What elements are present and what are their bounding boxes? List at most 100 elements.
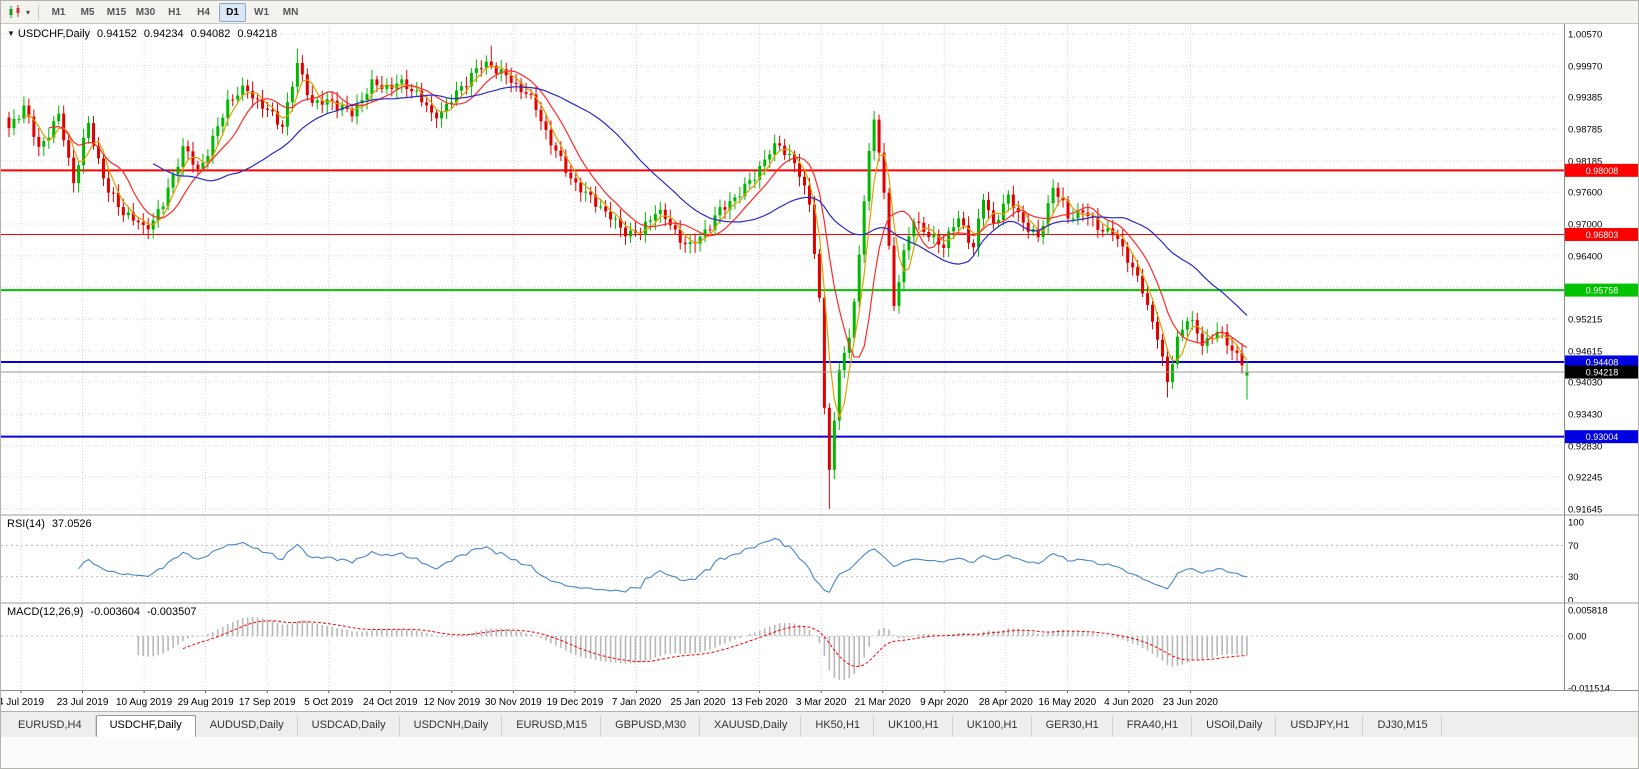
chart-tab-eurusd-h4[interactable]: EURUSD,H4 [4, 715, 96, 737]
candle-body [12, 118, 16, 129]
chart-title: ▼ USDCHF,Daily 0.94152 0.94234 0.94082 0.9421… [7, 28, 284, 40]
candle-body [191, 151, 195, 165]
current-price-tag-label: 0.94218 [1586, 368, 1619, 378]
panel-splitter[interactable] [1, 514, 1639, 516]
candle-body [320, 100, 324, 105]
timeframe-button-m30[interactable]: M30 [135, 6, 156, 18]
candle-body [1180, 329, 1184, 337]
chart-tab-eurusd-m15[interactable]: EURUSD,M15 [502, 715, 602, 737]
candle-body [683, 242, 687, 245]
candle-body [793, 153, 797, 164]
chart-tab-ger30-h1[interactable]: GER30,H1 [1032, 715, 1113, 737]
candle-body [877, 119, 881, 153]
timeframe-button-m1[interactable]: M1 [51, 6, 66, 18]
chart-tab-gbpusd-m30[interactable]: GBPUSD,M30 [601, 715, 701, 737]
candle-body [678, 229, 682, 243]
price-scale-label: 0.96400 [1568, 251, 1602, 262]
price-scale-label: 0.99970 [1568, 61, 1602, 72]
candle-body [156, 209, 160, 221]
timeframe-button-mn[interactable]: MN [282, 6, 299, 18]
price-scale-label: 0.92245 [1568, 473, 1602, 484]
timeframe-button-m15[interactable]: M15 [106, 6, 127, 18]
timeframe-button-h1[interactable]: H1 [168, 6, 181, 18]
chart-tab-fra40-h1[interactable]: FRA40,H1 [1113, 715, 1193, 737]
chart-tab-usdjpy-h1[interactable]: USDJPY,H1 [1276, 715, 1364, 737]
candle-body [569, 172, 573, 179]
macd-main-value: -0.003604 [90, 606, 140, 618]
rsi-line [78, 537, 1248, 593]
chart-tab-dj30-m15[interactable]: DJ30,M15 [1363, 715, 1442, 737]
candle-body [181, 146, 185, 167]
timeframe-button-h4[interactable]: H4 [197, 6, 210, 18]
candle-body [514, 82, 518, 84]
candle-body [474, 68, 478, 73]
candle-body [290, 86, 294, 103]
price-scale-label: 0.95215 [1568, 315, 1602, 326]
chart-tab-usdcnh-daily[interactable]: USDCNH,Daily [400, 715, 503, 737]
candle-body [126, 212, 130, 216]
chart-tab-usdcad-daily[interactable]: USDCAD,Daily [298, 715, 400, 737]
candle-body [1006, 194, 1010, 204]
candle-body [410, 89, 414, 92]
collapse-triangle-icon[interactable]: ▼ [7, 29, 15, 38]
candle-body [246, 85, 250, 91]
date-label: 21 Mar 2020 [855, 697, 912, 708]
candle-body [1235, 350, 1239, 353]
price-level-tag-label: 0.96803 [1586, 230, 1619, 240]
candle-body [1225, 332, 1229, 346]
candle-body [837, 370, 841, 421]
candle-body [1021, 212, 1025, 223]
candle-body [106, 178, 110, 193]
chart-tab-usdchf-daily[interactable]: USDCHF,Daily [95, 715, 196, 737]
chart-tab-bar: EURUSD,H4 USDCHF,Daily AUDUSD,Daily USDCAD,… [1, 711, 1638, 737]
candle-body [375, 79, 379, 86]
chart-tab-hk50-h1[interactable]: HK50,H1 [801, 715, 875, 737]
candle-body [161, 206, 165, 210]
ohlc-high: 0.94234 [143, 28, 184, 40]
candle-body [703, 229, 707, 237]
candle-body [753, 179, 757, 181]
date-label: 17 Sep 2019 [239, 697, 296, 708]
candle-body [897, 282, 901, 306]
date-label: 24 Oct 2019 [363, 697, 418, 708]
date-label: 5 Oct 2019 [304, 697, 353, 708]
candle-body [653, 213, 657, 221]
timeframe-button-d1[interactable]: D1 [219, 2, 247, 22]
panel-splitter[interactable] [1, 602, 1639, 604]
candle-body [643, 221, 647, 236]
chart-tab-usoil-daily[interactable]: USOil,Daily [1192, 715, 1277, 737]
candle-body [609, 211, 613, 220]
candle-body [464, 86, 468, 88]
candle-body [1205, 338, 1209, 346]
candle-body [211, 135, 215, 156]
rsi-scale-label: 70 [1568, 541, 1579, 552]
ohlc-close: 0.94218 [237, 28, 278, 40]
toolbar: ▾ M1 M5 M15 M30 H1 H4 D1 W1 MN [1, 1, 1638, 24]
candle-body [1071, 218, 1075, 220]
candle-body [1156, 321, 1160, 340]
chart-tab-uk100-h1[interactable]: UK100,H1 [874, 715, 953, 737]
chart-tab-uk100-h1[interactable]: UK100,H1 [953, 715, 1032, 737]
candle-body [738, 196, 742, 198]
candle-body [449, 102, 453, 104]
candle-body [952, 227, 956, 232]
chart-type-dropdown-icon[interactable]: ▾ [26, 7, 31, 17]
price-level-tag-label: 0.93004 [1586, 432, 1619, 442]
candle-body [430, 105, 434, 113]
toolbar-separator [38, 4, 40, 20]
rsi-scale-label: 100 [1568, 518, 1584, 529]
date-label: 25 Jan 2020 [671, 697, 726, 708]
chart-tab-audusd-daily[interactable]: AUDUSD,Daily [196, 715, 298, 737]
candle-body [355, 103, 359, 117]
candle-body [584, 191, 588, 193]
rsi-label: RSI(14) [7, 518, 45, 530]
timeframe-button-w1[interactable]: W1 [254, 6, 270, 18]
candle-body [499, 69, 503, 74]
candle-body [171, 174, 175, 188]
chart-canvas[interactable]: 1.00570 0.99970 0.99385 0.98785 0.98185 0.976… [1, 24, 1639, 711]
candle-body [440, 111, 444, 119]
chart-tab-xauusd-daily[interactable]: XAUUSD,Daily [700, 715, 802, 737]
timeframe-button-m5[interactable]: M5 [80, 6, 95, 18]
candlestick-chart-icon[interactable] [5, 3, 25, 21]
candle-body [251, 90, 255, 99]
